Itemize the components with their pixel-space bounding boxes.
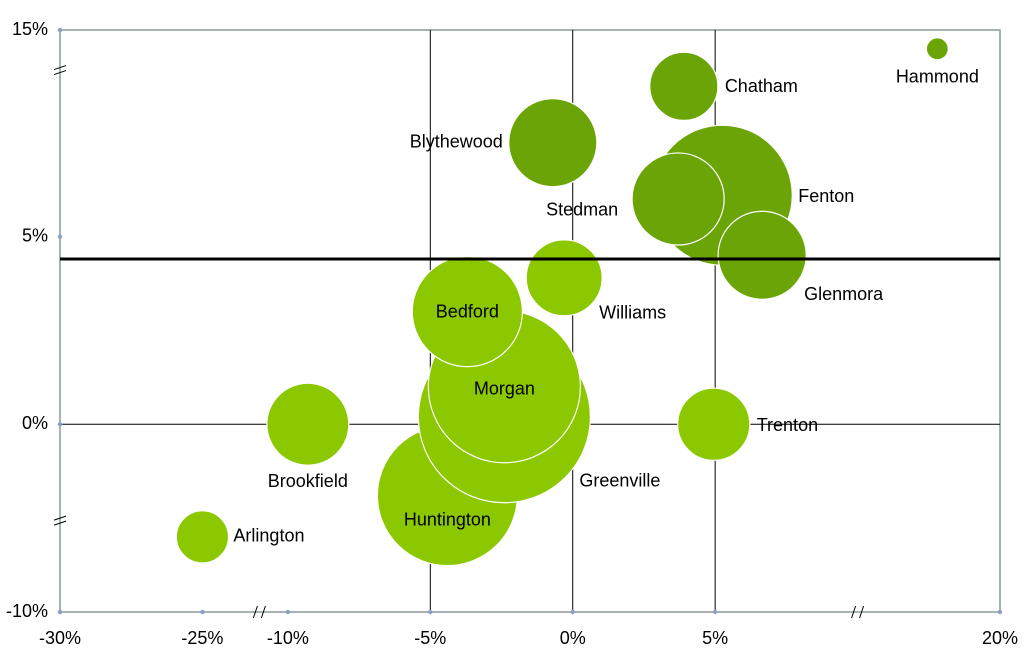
x-tick (285, 609, 291, 615)
x-tick (712, 609, 718, 615)
axis-break (252, 605, 266, 619)
bubble (508, 97, 598, 188)
x-tick-label: -30% (39, 628, 81, 648)
y-tick (57, 422, 63, 427)
bubble (525, 239, 603, 317)
x-tick (570, 609, 575, 615)
y-tick-label: -10% (6, 601, 48, 621)
bubble (631, 152, 725, 246)
x-tick-label: 20% (982, 628, 1018, 648)
bubble (925, 37, 949, 61)
bubble (175, 510, 230, 564)
data-label: Trenton (757, 415, 818, 435)
data-label: Hammond (896, 67, 979, 87)
x-tick (997, 609, 1003, 615)
data-label: Brookfield (268, 471, 348, 491)
bubble (649, 51, 719, 121)
x-tick-label: 5% (702, 628, 728, 648)
y-tick (57, 609, 63, 615)
data-label: Huntington (404, 509, 491, 529)
axis-break (53, 65, 67, 76)
bubble (677, 387, 751, 461)
x-tick-label: -25% (181, 628, 223, 648)
x-tick-label: -5% (414, 628, 446, 648)
data-label: Greenville (579, 470, 660, 490)
x-tick-label: -10% (267, 628, 309, 648)
y-tick-label: 5% (22, 225, 48, 245)
data-label: Blythewood (410, 131, 503, 151)
data-label: Chatham (725, 76, 798, 96)
axis-break (53, 515, 67, 526)
bubble (411, 255, 523, 368)
data-label: Stedman (546, 200, 618, 220)
y-tick (57, 234, 63, 239)
axis-break (851, 605, 865, 619)
x-tick (428, 609, 433, 615)
bubble (266, 382, 350, 466)
x-tick (200, 609, 205, 615)
data-label: Glenmora (804, 284, 884, 304)
x-tick-label: 0% (560, 628, 586, 648)
data-label: Fenton (798, 186, 854, 206)
data-label: Morgan (474, 378, 535, 398)
data-label: Arlington (233, 526, 304, 546)
plot-border (59, 29, 1001, 613)
bubble (717, 210, 807, 300)
data-label: Williams (599, 303, 666, 323)
y-tick-label: 0% (22, 413, 48, 433)
data-label: Bedford (436, 301, 499, 321)
y-tick-label: 15% (12, 19, 48, 39)
y-tick (57, 27, 63, 33)
